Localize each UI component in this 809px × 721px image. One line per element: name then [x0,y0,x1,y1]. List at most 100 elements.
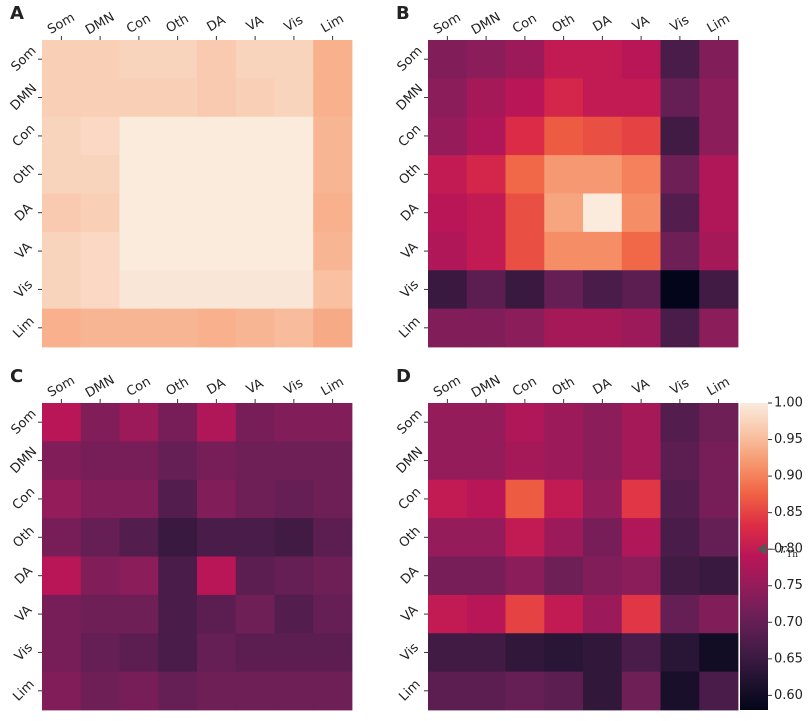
heatmap-cell [313,40,353,79]
heatmap-cell [197,193,237,233]
heatmap-cell [505,193,545,233]
heatmap-cell [235,556,275,596]
heatmap-cell [505,308,545,348]
heatmap-cell [428,40,468,79]
heatmap-cell [274,78,314,118]
heatmap-cell [699,116,739,156]
heatmap-cell [119,633,159,673]
heatmap-cell [544,116,584,156]
heatmap-cell [505,594,545,634]
heatmap-cell [544,270,584,310]
heatmap-cell [197,556,237,596]
heatmap-cell [699,78,739,118]
heatmap-cell [544,193,584,233]
y-tick-label: Lim [396,677,423,704]
heatmap-cell [660,40,700,79]
heatmap-cell [544,556,584,596]
heatmap-cell [699,40,739,79]
heatmap-cell [583,40,623,79]
heatmap-cell [313,155,353,194]
x-tick-label: DA [591,13,615,35]
heatmap-cell [313,308,353,348]
heatmap-cell [158,633,198,673]
heatmap-cell [274,441,314,481]
heatmap-cell [158,403,198,442]
heatmap-cell [505,116,545,156]
heatmap-cell [119,155,159,194]
heatmap-cell [313,403,353,442]
heatmap-cell [505,403,545,442]
y-tick-label: VA [399,603,422,626]
x-tick-label: Som [45,373,78,400]
heatmap-cell [466,556,506,596]
heatmap-cell [42,308,82,348]
heatmap-cell [197,40,237,79]
x-tick-label: VA [244,376,266,398]
heatmap-cell [544,155,584,194]
heatmap-cell [235,193,275,233]
colorbar-tick-label: 1.00 [774,396,803,411]
heatmap-cell [699,231,739,271]
heatmap-cell [274,556,314,596]
x-tick-label: Lim [705,12,733,37]
heatmap-cell [621,441,661,481]
heatmap-cell [42,633,82,673]
heatmap-cell [544,479,584,519]
colorbar-tick-label: 0.75 [774,578,803,593]
threshold-label: rTh [780,542,798,560]
heatmap-cell [583,193,623,233]
heatmap-cell [197,231,237,271]
heatmap-cell [428,78,468,118]
heatmap-cell [235,403,275,442]
heatmap-cell [699,193,739,233]
heatmap-cell [42,231,82,271]
heatmap-cell [80,270,120,310]
heatmap-cell [158,518,198,557]
heatmap-cell [313,479,353,519]
heatmap-cell [80,518,120,557]
x-tick-label: Som [431,10,464,37]
x-tick-label: Vis [282,13,306,36]
colorbar-tick-label: 0.70 [774,615,803,630]
heatmap-cell [119,116,159,156]
y-tick-label: Con [10,122,38,150]
heatmap-cell [119,270,159,310]
heatmap-cell [583,308,623,348]
heatmap-cell [428,594,468,634]
heatmap-cell [235,633,275,673]
heatmap-cell [313,270,353,310]
heatmap-cell [544,308,584,348]
x-tick-label: DA [591,376,615,398]
heatmap-cell [42,155,82,194]
heatmap-cell [583,116,623,156]
heatmap-cell [583,556,623,596]
heatmap-cell [80,479,120,519]
x-tick-label: VA [630,13,652,35]
heatmap-cell [80,193,120,233]
heatmap-cell [80,308,120,348]
heatmap-cell [466,116,506,156]
heatmap-cell [80,78,120,118]
heatmap-cell [313,231,353,271]
heatmap-cell [42,78,82,118]
heatmap-cell [621,633,661,673]
heatmap-cell [80,671,120,711]
heatmap-cell [313,594,353,634]
heatmap-cell [505,633,545,673]
heatmap-cell [699,518,739,557]
y-tick-label: Con [396,122,424,150]
heatmap-cell [80,441,120,481]
heatmap-cell [158,155,198,194]
threshold-symbol: r [780,542,787,557]
heatmap-cell [544,594,584,634]
heatmap-cell [428,270,468,310]
heatmap-cell [119,40,159,79]
heatmap-cell [544,231,584,271]
y-tick-label: Con [10,485,38,513]
y-tick-label: Oth [10,161,37,188]
x-tick-label: VA [630,376,652,398]
x-tick-label: Som [45,10,78,37]
heatmap-cell [42,116,82,156]
heatmap-cell [42,193,82,233]
